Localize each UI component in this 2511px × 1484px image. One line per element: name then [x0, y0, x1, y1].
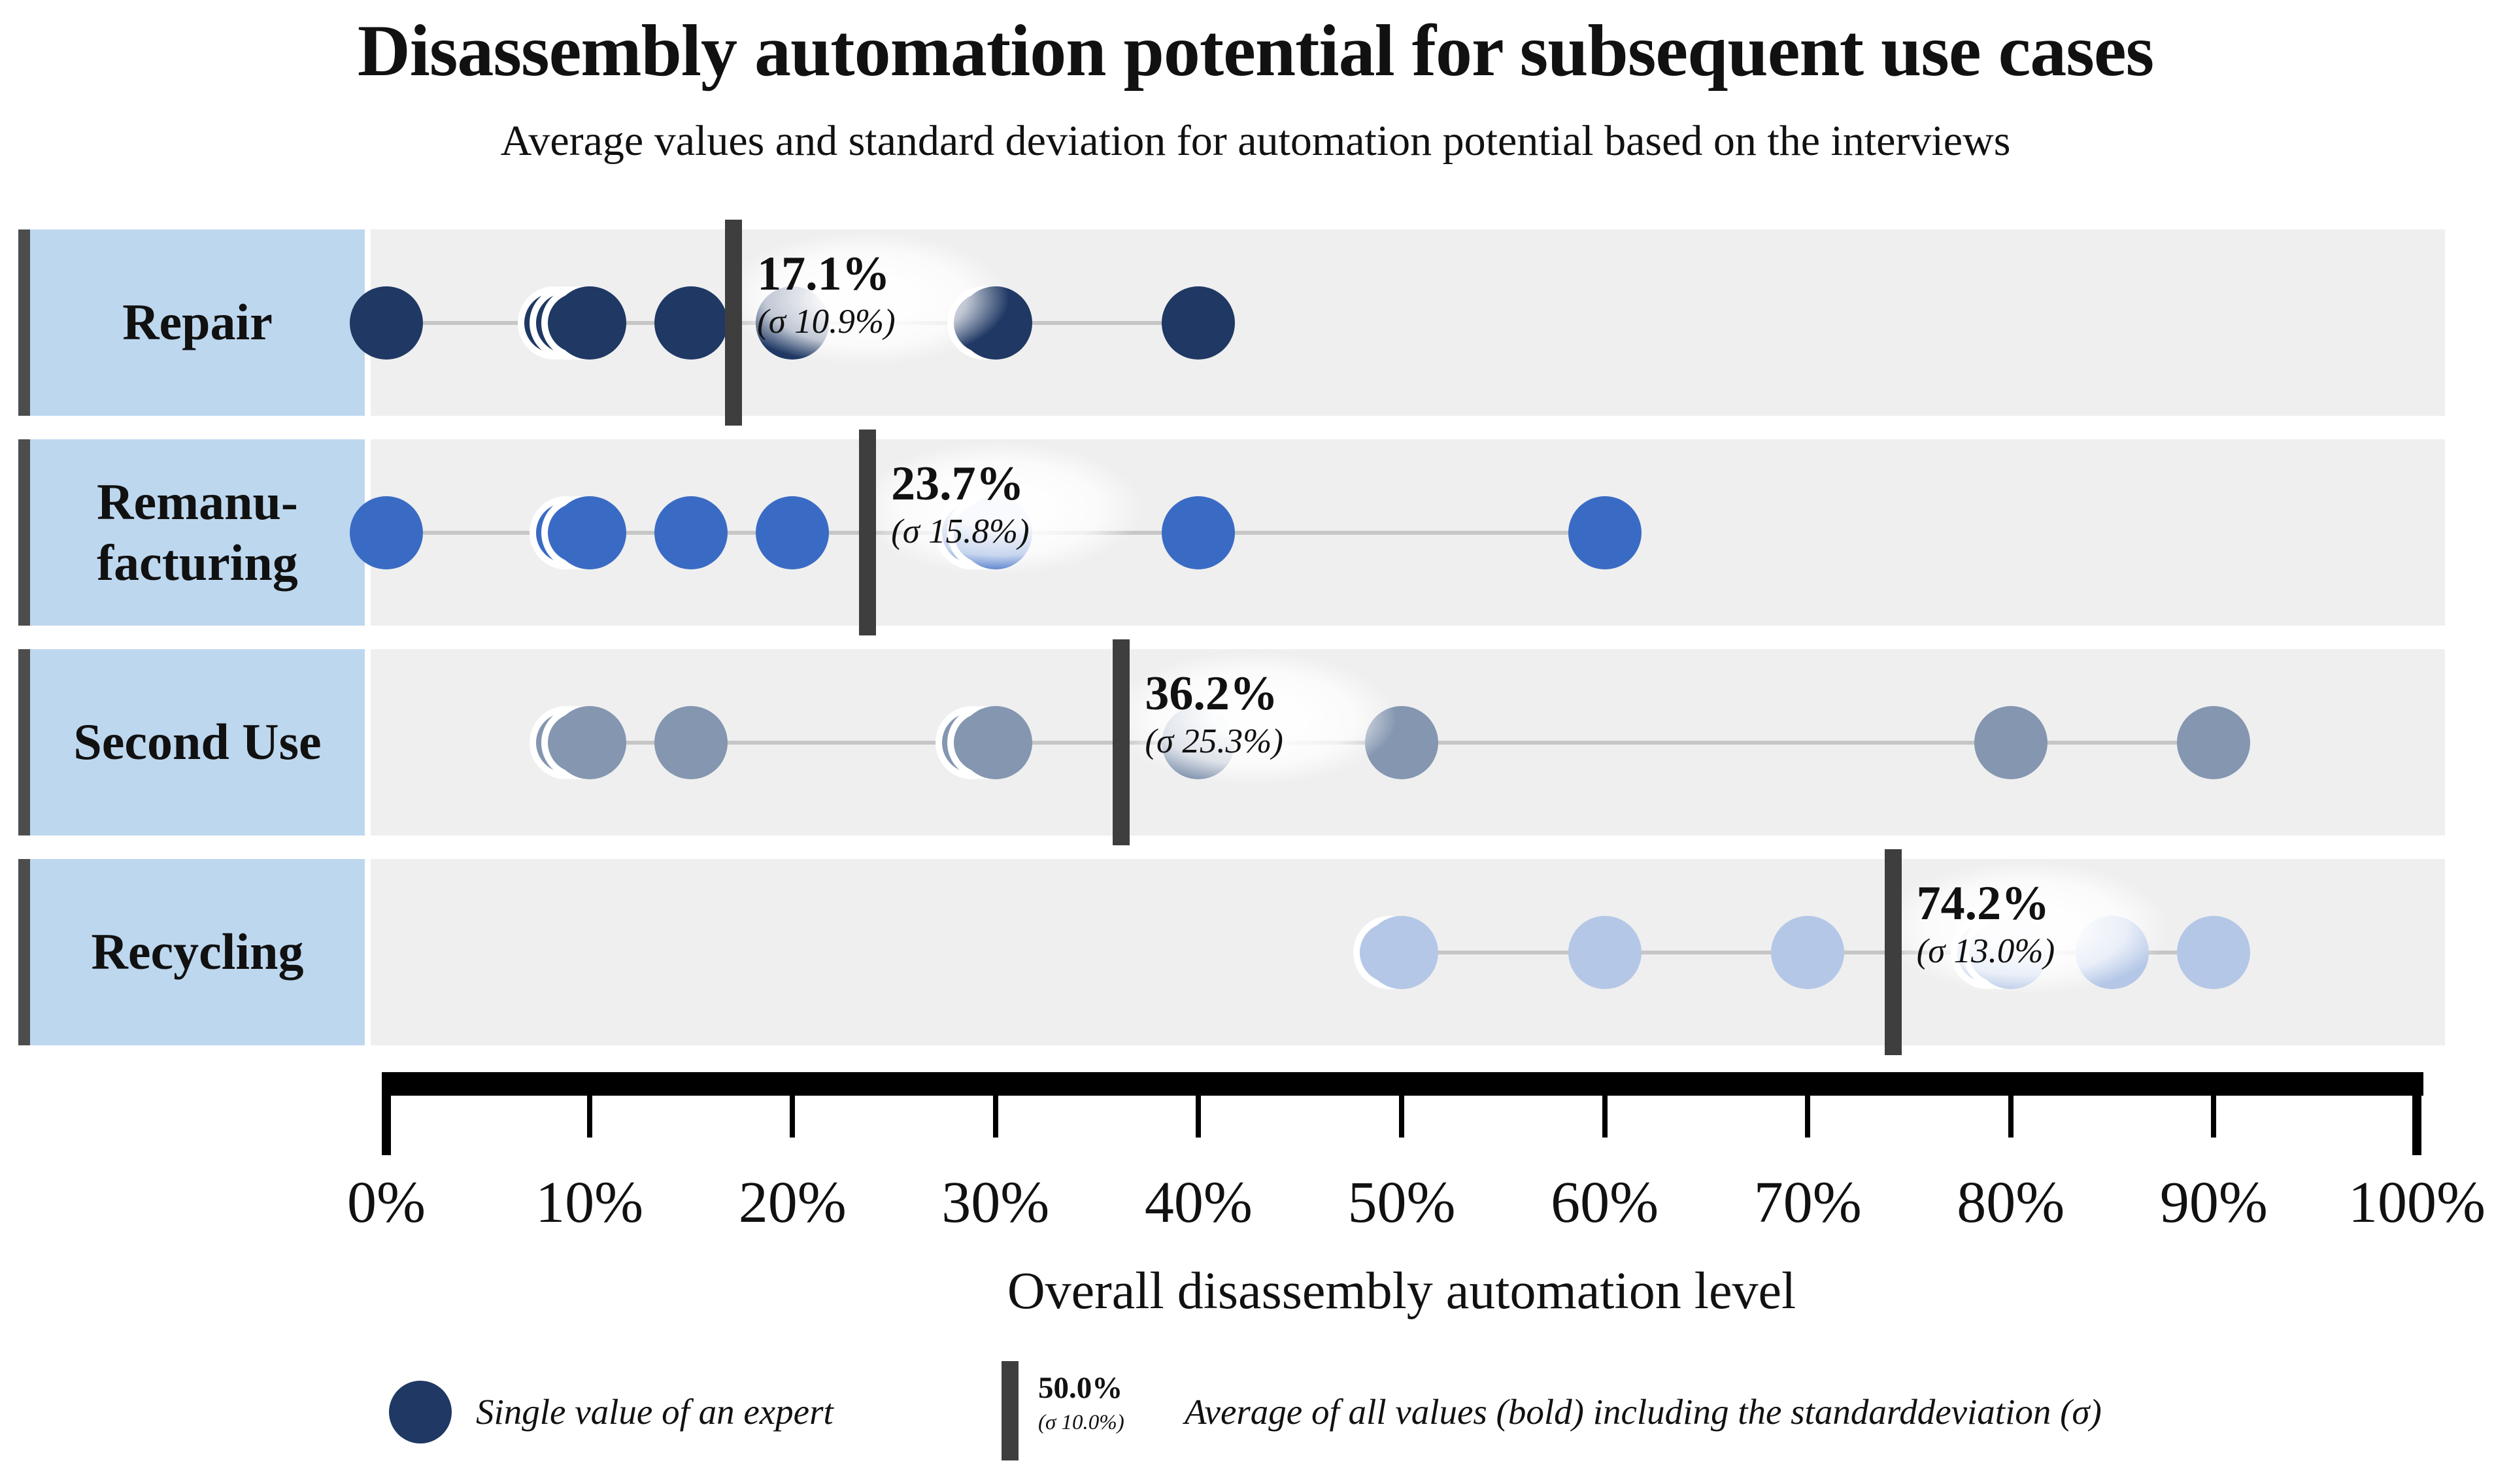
legend-expert-dot-label: Single value of an expert	[476, 1392, 834, 1432]
x-axis-tick-label: 100%	[2348, 1170, 2486, 1235]
row-label-recycling: Recycling	[18, 859, 365, 1045]
chart-subtitle: Average values and standard deviation fo…	[500, 117, 2011, 165]
average-sigma: (σ 15.8%)	[891, 512, 1030, 550]
x-axis-tick	[586, 1096, 592, 1138]
expert-dot	[1365, 915, 1438, 989]
x-axis-tick-label: 10%	[535, 1170, 644, 1235]
average-label: 36.2% (σ 25.3%)	[1145, 667, 1283, 763]
expert-dot	[2177, 915, 2251, 989]
expert-dot	[2177, 705, 2251, 779]
average-sigma: (σ 10.9%)	[757, 302, 896, 341]
legend-expert-dot-icon	[389, 1381, 452, 1443]
x-axis-tick	[1805, 1096, 1811, 1138]
x-axis-tick	[1399, 1096, 1404, 1138]
expert-dot	[1162, 496, 1236, 569]
average-label: 23.7% (σ 15.8%)	[891, 457, 1030, 553]
expert-dot	[654, 286, 728, 360]
row-label-second-use: Second Use	[18, 649, 365, 835]
expert-dot	[756, 496, 830, 569]
x-axis-tick	[382, 1072, 391, 1155]
x-axis-tick-label: 0%	[347, 1170, 426, 1235]
average-marker	[859, 430, 877, 635]
expert-dot	[350, 496, 423, 569]
expert-dot	[552, 286, 626, 360]
legend-average-bar-sigma: (σ 10.0%)	[1038, 1411, 1124, 1434]
x-axis-tick	[2412, 1072, 2421, 1155]
average-marker	[1884, 849, 1902, 1055]
x-axis-tick-label: 90%	[2159, 1170, 2268, 1235]
expert-dot	[1365, 705, 1438, 779]
expert-dot	[1974, 705, 2048, 779]
expert-dot	[552, 496, 626, 569]
x-axis-title: Overall disassembly automation level	[1007, 1262, 1796, 1320]
x-axis-tick-label: 40%	[1144, 1170, 1253, 1235]
average-value: 17.1%	[757, 247, 890, 301]
x-axis-tick-label: 30%	[941, 1170, 1050, 1235]
row-label-repair: Repair	[18, 229, 365, 416]
x-axis-tick	[790, 1096, 796, 1138]
legend-average-bar-value: 50.0%	[1038, 1371, 1123, 1405]
x-axis-tick	[1196, 1096, 1202, 1138]
expert-dot	[1568, 496, 1642, 569]
row-label-remanu-facturing: Remanu- facturing	[18, 439, 365, 626]
average-marker	[725, 220, 743, 426]
average-value: 23.7%	[891, 457, 1024, 511]
expert-dot	[958, 705, 1032, 779]
x-axis-tick	[992, 1096, 998, 1138]
expert-dot	[654, 705, 728, 779]
x-axis-tick-label: 80%	[1957, 1170, 2065, 1235]
average-sigma: (σ 25.3%)	[1145, 722, 1283, 760]
expert-dot	[1162, 286, 1236, 360]
average-label: 74.2% (σ 13.0%)	[1916, 877, 2055, 973]
average-label: 17.1% (σ 10.9%)	[757, 247, 896, 343]
chart-title: Disassembly automation potential for sub…	[357, 10, 2154, 92]
expert-dot	[958, 286, 1032, 360]
x-axis-tick-label: 60%	[1551, 1170, 1659, 1235]
expert-dot	[2076, 915, 2149, 989]
expert-dot	[350, 286, 423, 360]
x-axis-tick	[2008, 1096, 2014, 1138]
legend-average-bar-icon	[1002, 1361, 1019, 1460]
x-axis-tick-label: 50%	[1347, 1170, 1456, 1235]
expert-dot	[1568, 915, 1642, 989]
legend-average-description: Average of all values (bold) including t…	[1185, 1392, 2102, 1432]
average-sigma: (σ 13.0%)	[1916, 932, 2055, 970]
average-value: 74.2%	[1916, 877, 2050, 930]
expert-dot	[1771, 915, 1845, 989]
expert-dot	[654, 496, 728, 569]
expert-dot	[552, 705, 626, 779]
x-axis-tick	[2211, 1096, 2217, 1138]
average-marker	[1113, 639, 1130, 845]
x-axis-tick	[1602, 1096, 1608, 1138]
x-axis-tick-label: 70%	[1753, 1170, 1862, 1235]
average-value: 36.2%	[1145, 667, 1278, 720]
x-axis-bar	[382, 1072, 2423, 1096]
x-axis-tick-label: 20%	[738, 1170, 847, 1235]
